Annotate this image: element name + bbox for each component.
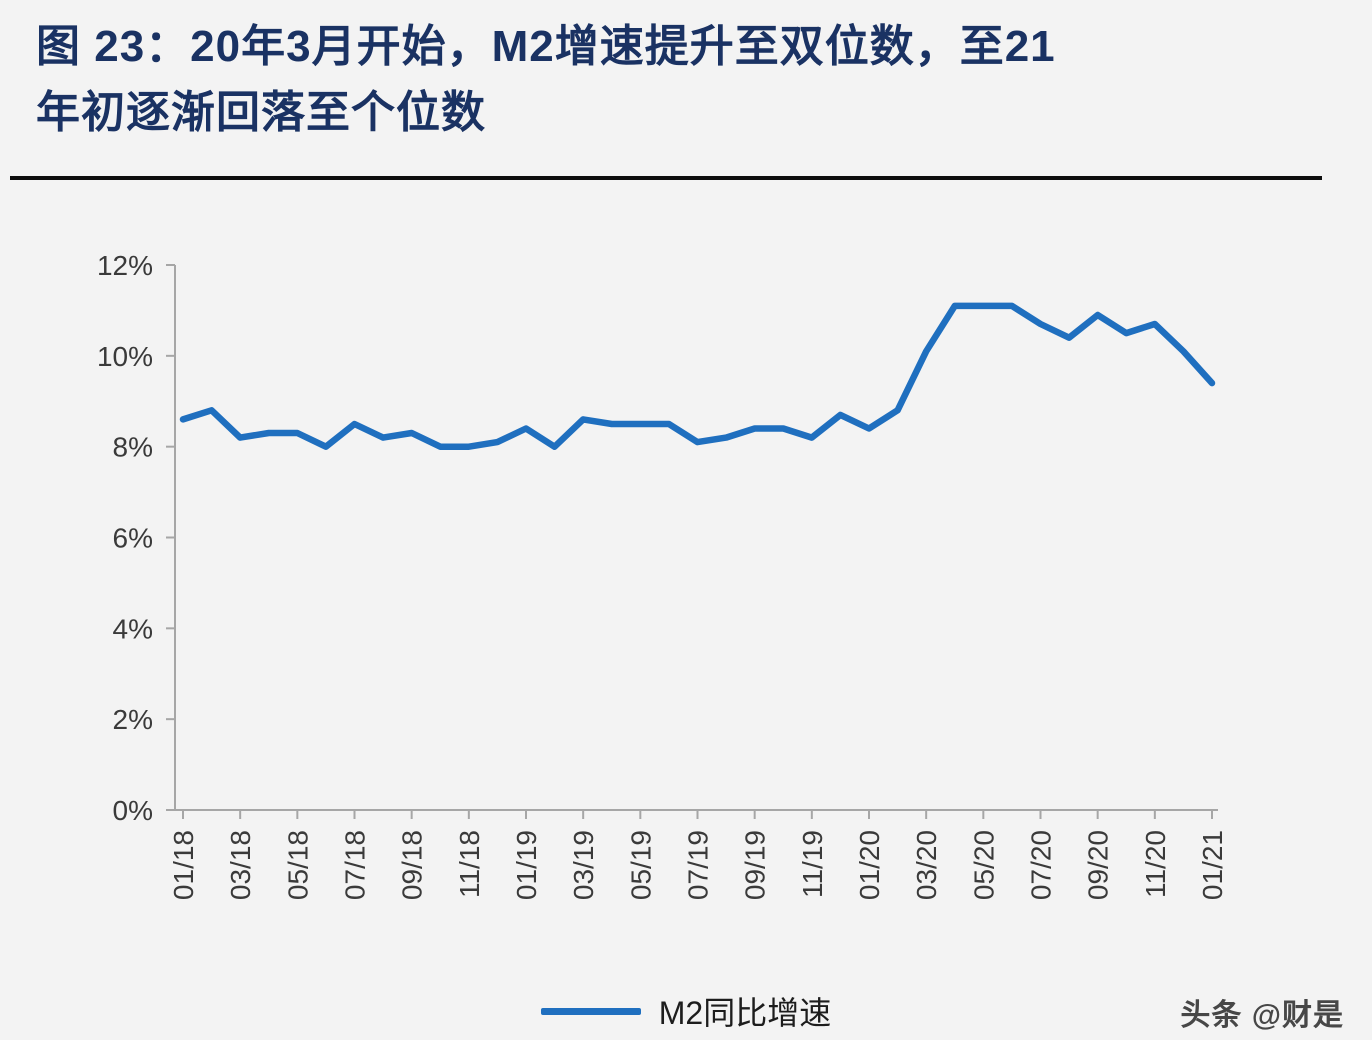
x-tick-label: 09/19 bbox=[740, 830, 771, 900]
x-tick-label: 07/18 bbox=[340, 830, 371, 900]
figure-title-line-2: 年初逐渐回落至个位数 bbox=[36, 88, 486, 137]
y-tick-label: 12% bbox=[97, 250, 153, 281]
m2-line-chart: 0% 2% 4% 6% 8% 10% 12% 01/18 03/18 05/18 07/18 09/1… bbox=[97, 250, 1228, 900]
figure-title-line-1: 图 23：20年3月开始，M2增速提升至双位数，至21 bbox=[36, 22, 1056, 71]
x-tick-label: 03/19 bbox=[568, 830, 599, 900]
legend-line-swatch bbox=[540, 1007, 641, 1015]
y-tick-label: 4% bbox=[113, 613, 153, 644]
x-tick-label: 11/19 bbox=[797, 830, 828, 898]
x-tick-label: 01/18 bbox=[168, 830, 199, 900]
x-tick-label: 09/18 bbox=[397, 830, 428, 900]
m2-series-line bbox=[179, 302, 1216, 450]
chart-area: 0% 2% 4% 6% 8% 10% 12% 01/18 03/18 05/18 07/18 09/1… bbox=[0, 215, 1372, 935]
watermark-text: 头条 @财是 bbox=[1180, 999, 1344, 1032]
x-tick-label: 05/20 bbox=[968, 830, 999, 900]
x-tick-label: 09/20 bbox=[1083, 830, 1114, 900]
x-tick-label: 07/20 bbox=[1026, 830, 1057, 900]
title-divider bbox=[10, 176, 1322, 180]
x-tick-label: 05/19 bbox=[625, 830, 656, 900]
x-tick-label: 07/19 bbox=[683, 830, 714, 900]
y-tick-label: 8% bbox=[113, 432, 153, 463]
y-tick-label: 0% bbox=[113, 795, 153, 826]
y-tick-label: 2% bbox=[113, 704, 153, 735]
x-tick-label: 11/20 bbox=[1140, 830, 1171, 898]
x-tick-label: 01/19 bbox=[511, 830, 542, 900]
x-tick-label: 03/20 bbox=[911, 830, 942, 900]
y-tick-label: 10% bbox=[97, 341, 153, 372]
figure-title: 图 23：20年3月开始，M2增速提升至双位数，至21 年初逐渐回落至个位数 bbox=[36, 14, 1326, 146]
chart-legend: M2同比增速 bbox=[0, 988, 1372, 1034]
x-tick-label: 03/18 bbox=[225, 830, 256, 900]
x-tick-label: 11/18 bbox=[454, 830, 485, 898]
y-tick-label: 6% bbox=[113, 523, 153, 554]
x-tick-label: 01/20 bbox=[854, 830, 885, 900]
x-tick-label: 01/21 bbox=[1197, 830, 1228, 900]
x-tick-label: 05/18 bbox=[282, 830, 313, 900]
legend-series-label: M2同比增速 bbox=[658, 995, 832, 1031]
